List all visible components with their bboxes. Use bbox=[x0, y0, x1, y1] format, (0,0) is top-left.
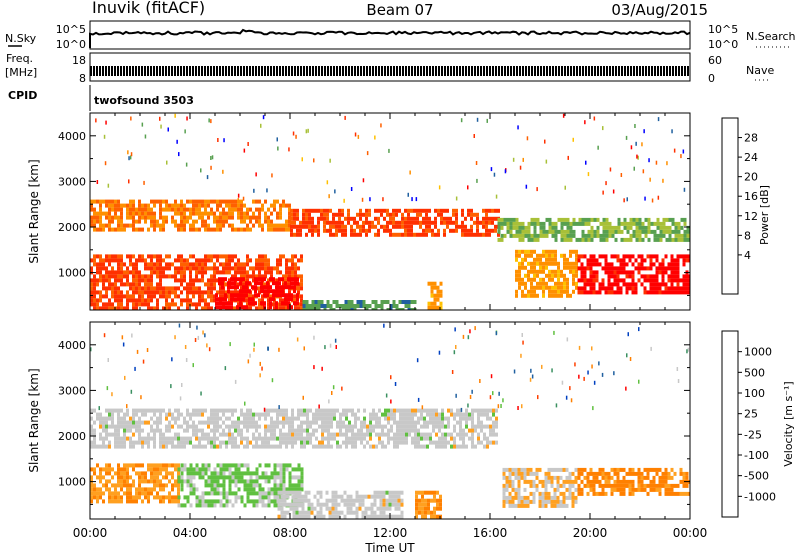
cpid-panel: CPID twofsound 3503 bbox=[8, 85, 194, 111]
power-panel: 1000 2000 3000 4000 Slant Range [km] bbox=[27, 112, 691, 311]
freq-panel: Freq. [MHz] 18 8 60 0 Nave bbox=[5, 52, 774, 85]
colorbar-tick-label: -1000 bbox=[744, 490, 776, 503]
nsky-panel: N.Sky 10^5 10^0 10^5 10^0 N.Search bbox=[5, 20, 796, 51]
colorbar-tick-label: -500 bbox=[744, 470, 769, 483]
nsky-tick-top: 10^5 bbox=[56, 23, 86, 36]
colorbar-tick-label: 20 bbox=[744, 171, 758, 184]
x-tick-label: 00:00 bbox=[73, 526, 108, 540]
nsearch-tick-bottom: 10^0 bbox=[708, 38, 738, 51]
power-echo-region bbox=[215, 277, 299, 310]
colorbar-tick-label: 28 bbox=[744, 132, 758, 145]
velocity-echo-region bbox=[577, 467, 690, 496]
velocity-echo-region bbox=[277, 490, 404, 519]
power-echo-region bbox=[577, 254, 690, 295]
velocity-y-axis-label: Slant Range [km] bbox=[27, 368, 41, 472]
power-echo-region bbox=[427, 281, 443, 310]
power-sparse-echoes bbox=[95, 113, 686, 203]
freq-tick-bottom: 8 bbox=[79, 72, 86, 85]
power-echo-region bbox=[290, 208, 500, 237]
x-tick-label: 12:00 bbox=[373, 526, 408, 540]
colorbar-tick-label: 24 bbox=[744, 151, 758, 164]
nsky-trace bbox=[89, 28, 691, 48]
colorbar-tick-label: 4 bbox=[744, 249, 751, 262]
x-tick-label: 16:00 bbox=[473, 526, 508, 540]
velocity-y-tick-label: 2000 bbox=[58, 430, 86, 443]
velocity-colorbar: 1000 500 100 25 -25 -100 -500 -1000 bbox=[721, 330, 776, 518]
velocity-echo-region bbox=[177, 463, 304, 508]
velocity-echo-region bbox=[502, 467, 578, 508]
velocity-y-tick-label: 1000 bbox=[58, 476, 86, 489]
nave-tick-bottom: 0 bbox=[708, 72, 715, 85]
power-colorbar-title: Power [dB] bbox=[758, 185, 771, 245]
colorbar-tick-label: 12 bbox=[744, 210, 758, 223]
velocity-panel: 1000 2000 3000 4000 Slant Range [km] bbox=[27, 321, 691, 520]
velocity-y-tick-label: 3000 bbox=[58, 384, 86, 397]
cpid-program: twofsound 3503 bbox=[94, 94, 194, 107]
nsearch-label: N.Search bbox=[746, 30, 796, 43]
power-y-axis-label: Slant Range [km] bbox=[27, 159, 41, 263]
freq-label: Freq. bbox=[6, 52, 33, 65]
power-colorbar: 28 24 20 16 12 8 4 bbox=[721, 117, 758, 295]
nsky-label: N.Sky bbox=[5, 32, 37, 45]
cpid-label: CPID bbox=[8, 89, 37, 102]
x-tick-label: 20:00 bbox=[573, 526, 608, 540]
velocity-echo-region bbox=[90, 408, 498, 449]
velocity-sparse-echoes bbox=[90, 323, 690, 412]
freq-tick-top: 18 bbox=[72, 54, 86, 67]
power-y-tick-label: 4000 bbox=[58, 130, 86, 143]
power-echo-region bbox=[302, 300, 417, 310]
power-echo-region bbox=[497, 217, 690, 242]
x-tick-label: 08:00 bbox=[273, 526, 308, 540]
power-y-tick-label: 2000 bbox=[58, 221, 86, 234]
nsky-tick-bottom: 10^0 bbox=[56, 38, 86, 51]
x-axis-label: Time UT bbox=[364, 541, 415, 554]
velocity-echo-region bbox=[90, 463, 180, 504]
freq-unit: [MHz] bbox=[5, 66, 37, 79]
colorbar-tick-label: 16 bbox=[744, 190, 758, 203]
freq-nave-trace bbox=[90, 66, 690, 76]
power-echo-region bbox=[90, 199, 291, 232]
date-title: 03/Aug/2015 bbox=[611, 1, 708, 19]
colorbar-tick-label: 25 bbox=[744, 408, 758, 421]
x-tick-label: 00:00 bbox=[673, 526, 708, 540]
velocity-y-tick-label: 4000 bbox=[58, 339, 86, 352]
beam-title: Beam 07 bbox=[366, 1, 433, 19]
nave-label: Nave bbox=[746, 64, 774, 77]
velocity-echo-region bbox=[415, 490, 442, 519]
colorbar-tick-label: -100 bbox=[744, 449, 769, 462]
colorbar-tick-label: 500 bbox=[744, 366, 765, 379]
site-title: Inuvik (fitACF) bbox=[92, 0, 205, 17]
nsearch-tick-top: 10^5 bbox=[708, 23, 738, 36]
power-echo-region bbox=[515, 249, 578, 298]
power-y-tick-label: 1000 bbox=[58, 267, 86, 280]
power-y-tick-label: 3000 bbox=[58, 175, 86, 188]
colorbar-tick-label: -25 bbox=[744, 428, 762, 441]
colorbar-tick-label: 8 bbox=[744, 229, 751, 242]
nave-tick-top: 60 bbox=[708, 54, 722, 67]
velocity-colorbar-title: Velocity [m s⁻¹] bbox=[782, 381, 795, 466]
x-tick-label: 04:00 bbox=[173, 526, 208, 540]
colorbar-tick-label: 1000 bbox=[744, 346, 772, 359]
colorbar-tick-label: 100 bbox=[744, 387, 765, 400]
